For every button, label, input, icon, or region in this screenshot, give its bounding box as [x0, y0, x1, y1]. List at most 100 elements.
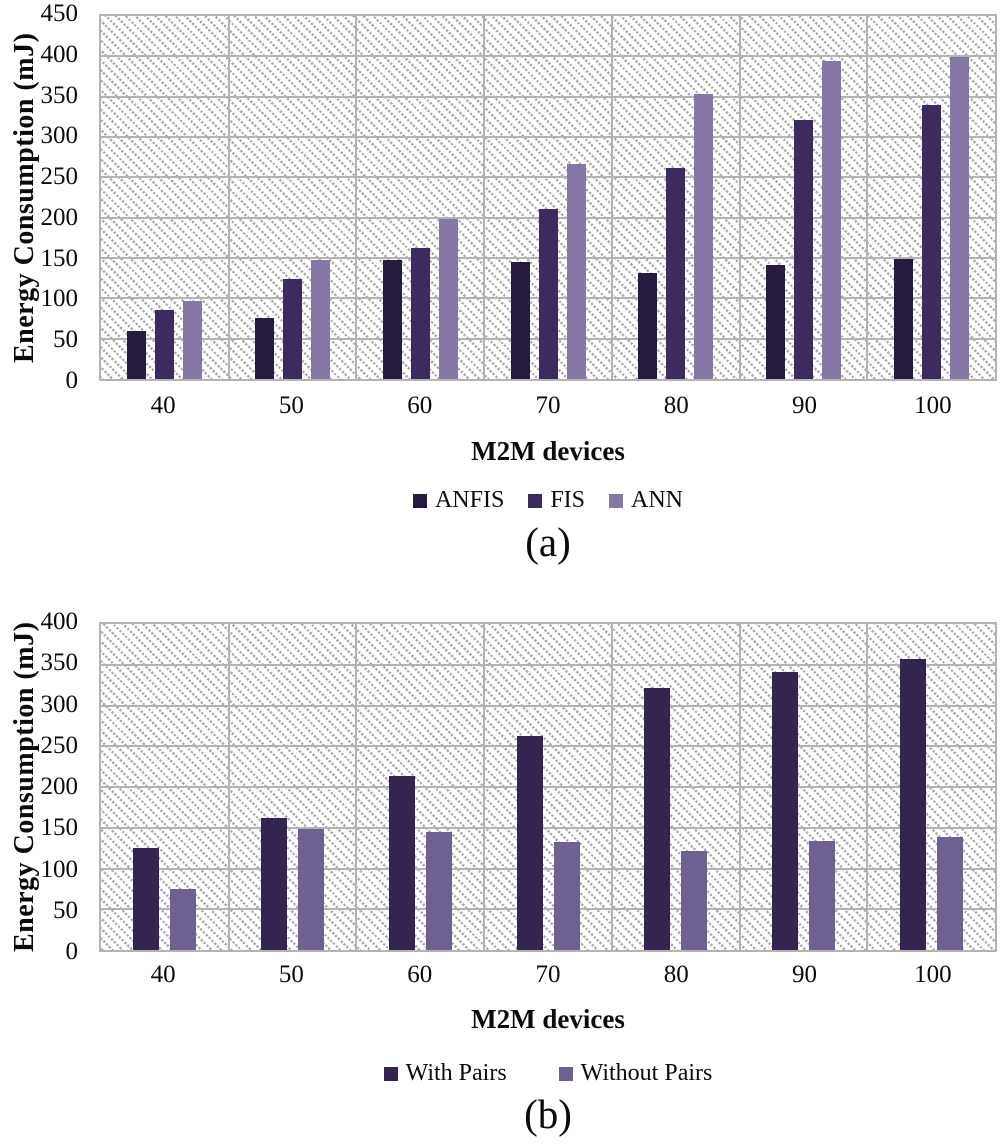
legend: ANFIS FIS ANN: [99, 487, 997, 514]
x-axis-tick-label: 70: [535, 392, 561, 419]
x-axis-tick-label: 60: [407, 961, 433, 988]
legend-item-fis: FIS: [528, 487, 585, 514]
bar-fis-100: [921, 104, 941, 379]
y-axis-tick-label: 100: [40, 285, 79, 313]
horizontal-gridline: [101, 136, 995, 138]
bars-layer: [101, 624, 995, 950]
y-axis-tick-label: 200: [40, 773, 79, 800]
bar-anfis-80: [638, 272, 658, 379]
horizontal-gridline: [101, 745, 995, 748]
bar-anfis-70: [510, 262, 530, 379]
bar-without-pairs-90: [808, 840, 835, 950]
category-separator-gridline: [355, 624, 358, 950]
x-axis-tick-label: 60: [407, 392, 433, 419]
legend-swatch-icon: [609, 493, 624, 508]
bar-with-pairs-70: [516, 736, 543, 950]
y-axis-tick-label: 300: [40, 690, 79, 718]
horizontal-gridline: [101, 826, 995, 829]
legend-swatch-icon: [383, 1066, 398, 1081]
bar-anfis-90: [765, 265, 785, 379]
bars-layer: [101, 16, 995, 379]
bar-with-pairs-40: [133, 848, 160, 950]
bar-anfis-50: [255, 317, 275, 379]
bar-anfis-40: [127, 331, 147, 379]
bar-with-pairs-50: [261, 817, 288, 950]
x-axis-tick-labels: 40 50 60 70 80 90 100: [99, 960, 997, 990]
bar-with-pairs-90: [771, 672, 798, 950]
bar-group-100: [867, 16, 995, 379]
bar-group-60: [356, 16, 484, 379]
x-axis-title: M2M devices: [471, 1004, 625, 1034]
x-axis-tick-label: 40: [150, 961, 176, 988]
x-axis-tick-label: 40: [150, 392, 176, 419]
bar-with-pairs-80: [644, 687, 671, 950]
x-axis-tick-label: 100: [914, 961, 952, 988]
y-axis-tick-label: 0: [65, 938, 79, 965]
category-separator-gridline: [483, 624, 486, 950]
y-axis-tick-label: 400: [40, 40, 79, 68]
legend-label: ANFIS: [434, 487, 505, 513]
bar-group-50: [229, 624, 357, 950]
bar-group-70: [484, 16, 612, 379]
category-separator-gridline: [866, 16, 869, 379]
bar-fis-60: [410, 248, 430, 379]
horizontal-gridline: [101, 908, 995, 911]
y-axis-tick-labels: 400 350 300 250 200 150 100 50 0: [0, 609, 88, 964]
bar-ann-40: [183, 300, 203, 379]
horizontal-gridline: [101, 786, 995, 788]
legend-item-with-pairs: With Pairs: [383, 1060, 507, 1087]
y-axis-tick-label: 50: [53, 326, 78, 354]
category-separator-gridline: [610, 624, 613, 950]
y-axis-tick-label: 300: [40, 122, 79, 150]
bar-without-pairs-80: [681, 851, 708, 950]
subfigure-caption: (a): [525, 519, 571, 565]
horizontal-gridline: [101, 663, 995, 666]
category-separator-gridline: [610, 16, 613, 379]
y-axis-tick-label: 400: [40, 608, 79, 635]
x-axis-tick-label: 70: [535, 961, 561, 988]
bar-ann-100: [949, 57, 969, 379]
bar-group-90: [740, 16, 868, 379]
x-axis-tick-label: 80: [663, 961, 689, 988]
y-axis-tick-label: 50: [53, 896, 78, 924]
category-separator-gridline: [227, 624, 230, 950]
bar-ann-90: [821, 61, 841, 379]
x-axis-tick-label: 50: [278, 961, 304, 988]
bar-ann-50: [311, 260, 331, 379]
plot-area: [99, 14, 997, 381]
y-axis-tick-label: 200: [40, 203, 79, 231]
category-separator-gridline: [355, 16, 358, 379]
bar-group-70: [484, 624, 612, 950]
horizontal-gridline: [101, 55, 995, 58]
y-axis-tick-label: 350: [40, 649, 79, 677]
legend-item-anfis: ANFIS: [412, 487, 505, 514]
bar-with-pairs-60: [388, 776, 415, 950]
legend-item-ann: ANN: [609, 487, 683, 514]
x-axis-tick-label: 80: [663, 392, 689, 419]
y-axis-tick-label: 350: [40, 81, 79, 109]
category-separator-gridline: [866, 624, 869, 950]
legend-label: With Pairs: [405, 1060, 507, 1086]
x-axis-title: M2M devices: [471, 436, 625, 466]
category-separator-gridline: [483, 16, 486, 379]
subfigure-caption: (b): [524, 1091, 572, 1137]
legend-label: FIS: [550, 487, 586, 513]
legend-item-without-pairs: Without Pairs: [558, 1060, 712, 1087]
bar-fis-90: [793, 120, 813, 379]
x-axis-tick-label: 90: [792, 961, 818, 988]
legend-label: ANN: [631, 487, 684, 513]
category-separator-gridline: [738, 16, 741, 379]
horizontal-gridline: [101, 704, 995, 707]
horizontal-gridline: [101, 867, 995, 870]
bar-without-pairs-60: [425, 831, 452, 950]
bar-without-pairs-40: [170, 888, 197, 950]
category-separator-gridline: [227, 16, 230, 379]
bar-group-40: [101, 16, 229, 379]
bar-fis-50: [283, 278, 303, 379]
legend-swatch-icon: [412, 493, 427, 508]
bar-group-80: [612, 16, 740, 379]
bar-without-pairs-50: [298, 829, 325, 950]
x-axis-tick-labels: 40 50 60 70 80 90 100: [99, 391, 997, 421]
y-axis-tick-label: 250: [40, 163, 79, 191]
